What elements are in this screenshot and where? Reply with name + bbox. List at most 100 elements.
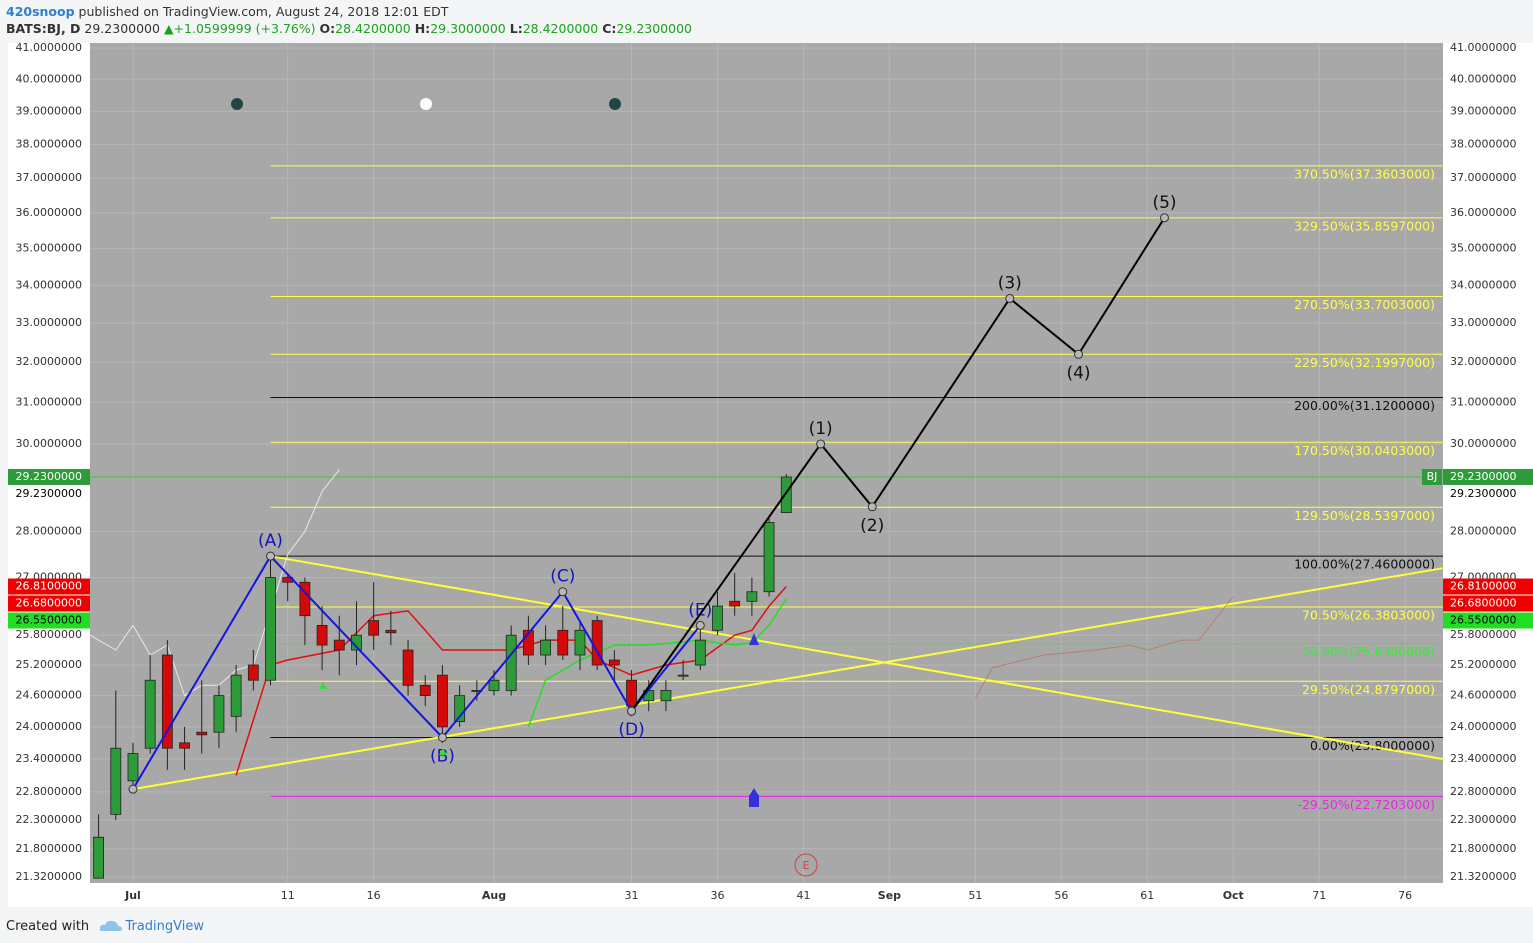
x-tick-label: Oct: [1223, 889, 1244, 902]
wave-point: [816, 439, 826, 449]
candle-body: [247, 664, 259, 681]
candle-body: [454, 695, 466, 723]
o-label: O:: [319, 21, 336, 36]
wave-point: [558, 587, 568, 597]
price-tag: [8, 595, 90, 612]
candle-body: [196, 731, 208, 736]
grid: [90, 43, 1443, 883]
candle-body: [230, 674, 242, 717]
fib-label: 29.50%(24.8797000): [1302, 682, 1435, 697]
candle-body: [763, 522, 775, 593]
fib-label: 370.50%(37.3603000): [1294, 166, 1435, 181]
indicator-line: [527, 598, 787, 728]
candle-body: [299, 581, 311, 617]
y-tick-label: 25.2000000: [16, 658, 82, 671]
wave-label: (A): [258, 531, 283, 551]
fib-label: 70.50%(26.3803000): [1302, 608, 1435, 623]
event-dot[interactable]: [420, 98, 432, 110]
y-tick-label: 35.0000000: [1450, 242, 1516, 255]
candle-body: [694, 639, 706, 666]
x-tick-label: Jul: [124, 889, 141, 902]
price-tag: [8, 468, 90, 485]
author[interactable]: 420snoop: [6, 4, 75, 19]
y-tick-label: 21.8000000: [1450, 842, 1516, 855]
x-tick-label: 11: [281, 889, 295, 902]
y-tick-label: 24.0000000: [16, 720, 82, 733]
price-tag-label: 26.5500000: [16, 614, 82, 627]
candle-body: [437, 674, 448, 728]
wave-label: (3): [998, 273, 1022, 293]
plot-area: [90, 43, 1443, 883]
y-tick-label: 38.0000000: [1450, 137, 1516, 150]
high: 29.3000000: [430, 21, 506, 36]
change: +1.0599999 (+3.76%): [173, 21, 316, 36]
price-tag: [8, 485, 90, 502]
y-tick-label: 24.6000000: [16, 689, 82, 702]
quote-line: BATS:BJ, D 29.2300000 ▲+1.0599999 (+3.76…: [6, 20, 692, 37]
signal-arrow: [439, 748, 447, 755]
h-label: H:: [414, 21, 431, 36]
footer: Created with TradingView: [6, 916, 204, 934]
candle-body: [385, 629, 397, 634]
y-tick-label: 34.0000000: [1450, 278, 1516, 291]
event-dot[interactable]: [231, 98, 243, 110]
x-tick-label: 76: [1398, 889, 1412, 902]
open: 28.4200000: [335, 21, 411, 36]
y-tick-label: 30.0000000: [1450, 437, 1516, 450]
fib-label: -29.50%(22.7203000): [1298, 797, 1435, 812]
wave-point: [437, 732, 447, 742]
y-tick-label: 24.6000000: [1450, 689, 1516, 702]
wave-point: [266, 551, 276, 561]
y-tick-label: 22.8000000: [1450, 785, 1516, 798]
earnings-circle[interactable]: [794, 853, 818, 877]
wave-point: [867, 502, 877, 512]
price-tag: [1443, 468, 1533, 485]
right-axis-panel: [1443, 43, 1533, 883]
y-tick-label: 28.0000000: [1450, 524, 1516, 537]
symbol-tag-label: BJ: [1427, 470, 1438, 483]
candle-body: [316, 625, 328, 646]
y-tick-label: 34.0000000: [16, 278, 82, 291]
y-tick-label: 21.3200000: [1450, 870, 1516, 883]
candle-body: [712, 605, 723, 631]
signal-arrow: [749, 633, 759, 645]
x-axis-panel: [8, 883, 1533, 907]
fib-label: 329.50%(35.8597000): [1294, 218, 1435, 233]
brand[interactable]: TradingView: [125, 919, 204, 934]
wave-label: (5): [1152, 193, 1176, 213]
candle-body: [179, 742, 190, 749]
candle-body: [161, 654, 173, 749]
candle-body: [213, 695, 225, 733]
event-dot[interactable]: [609, 98, 621, 110]
x-tick-label: Sep: [878, 889, 901, 902]
candle-body: [557, 629, 569, 656]
wave-label: (C): [550, 567, 575, 587]
candle-body: [127, 753, 139, 782]
x-tick-label: 56: [1054, 889, 1068, 902]
candle-body: [522, 629, 534, 656]
y-tick-label: 33.0000000: [1450, 316, 1516, 329]
close: 29.2300000: [616, 21, 692, 36]
y-tick-label: 40.0000000: [16, 72, 82, 85]
y-tick-label: 36.0000000: [1450, 206, 1516, 219]
y-tick-label: 21.8000000: [16, 842, 82, 855]
price: 29.2300000: [84, 21, 160, 36]
price-tag: [1443, 485, 1533, 502]
y-tick-label: 35.0000000: [16, 242, 82, 255]
candle-body: [488, 679, 500, 691]
publish-line: 420snoop published on TradingView.com, A…: [6, 3, 692, 20]
candle-body: [729, 600, 741, 607]
fib-label: 100.00%(27.4600000): [1294, 557, 1435, 572]
signal-arrow: [749, 788, 759, 807]
price-tag: [1443, 595, 1533, 612]
price-tag-label: 26.8100000: [16, 580, 82, 593]
x-tick-label: 41: [796, 889, 810, 902]
symbol: BATS:BJ, D: [6, 21, 81, 36]
y-tick-label: 28.0000000: [16, 524, 82, 537]
candle-body: [110, 747, 122, 815]
y-tick-label: 22.3000000: [1450, 813, 1516, 826]
y-tick-label: 31.0000000: [16, 395, 82, 408]
header: 420snoop published on TradingView.com, A…: [6, 3, 692, 37]
y-tick-label: 23.4000000: [1450, 752, 1516, 765]
